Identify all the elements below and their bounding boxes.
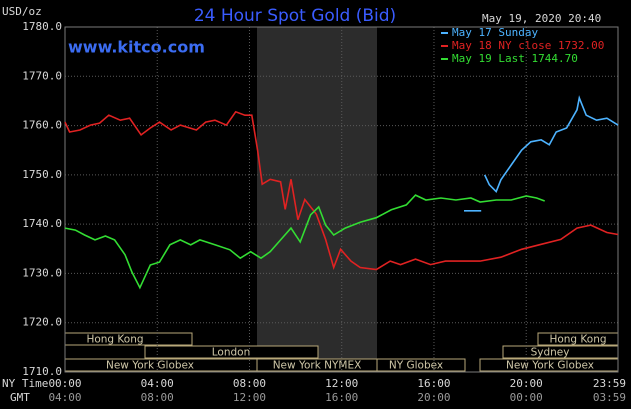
session-label: Hong Kong: [549, 334, 606, 346]
x2-tick-label: 12:00: [233, 391, 266, 404]
y-tick-label: 1780.0: [22, 20, 62, 33]
market-sessions: Hong Kong Hong Kong London Sydney New Yo…: [64, 332, 619, 372]
session-label: New York NYMEX: [273, 360, 362, 372]
x2-tick-label: 20:00: [417, 391, 450, 404]
legend-label: May 18 NY close 1732.00: [452, 39, 604, 52]
legend-label: May 17 Sunday: [452, 26, 538, 39]
plot-frame: [64, 26, 619, 373]
series-line: [64, 194, 545, 290]
session-box: [144, 345, 319, 359]
session-label: Hong Kong: [86, 334, 143, 346]
x2-axis-label: GMT: [10, 391, 30, 404]
x-tick-label: 20:00: [510, 377, 543, 390]
x2-tick-label: 08:00: [141, 391, 174, 404]
x-tick-label: 00:00: [48, 377, 81, 390]
timestamp: May 19, 2020 20:40: [482, 12, 601, 25]
x-tick-label: 12:00: [325, 377, 358, 390]
legend-label: May 19 Last 1744.70: [452, 52, 578, 65]
series-line: [64, 110, 619, 271]
session-label: Sydney: [531, 347, 570, 359]
session-label: New York Globex: [506, 360, 594, 372]
y-tick-label: 1740.0: [22, 217, 62, 230]
y-axis-label: USD/oz: [2, 5, 42, 18]
x-tick-label: 08:00: [233, 377, 266, 390]
y-tick-label: 1710.0: [22, 365, 62, 378]
y-tick-label: 1750.0: [22, 168, 62, 181]
y-tick-label: 1720.0: [22, 316, 62, 329]
session-label: New York Globex: [106, 360, 194, 372]
x-tick-label: 04:00: [141, 377, 174, 390]
session-label: NY Globex: [389, 360, 443, 372]
website: www.kitco.com: [68, 38, 205, 57]
x-tick-label: 16:00: [417, 377, 450, 390]
session-box: [376, 358, 466, 372]
session-label: London: [212, 347, 251, 359]
series-line: [464, 95, 619, 212]
chart-title: 24 Hour Spot Gold (Bid): [194, 6, 396, 26]
x2-tick-label: 03:59: [593, 391, 626, 404]
session-highlight: [257, 27, 377, 372]
y-tick-label: 1770.0: [22, 69, 62, 82]
x2-tick-label: 04:00: [48, 391, 81, 404]
x2-tick-label: 00:00: [510, 391, 543, 404]
y-tick-label: 1730.0: [22, 266, 62, 279]
x2-tick-label: 16:00: [325, 391, 358, 404]
y-tick-label: 1760.0: [22, 119, 62, 132]
x-tick-label: 23:59: [593, 377, 626, 390]
x-axis-label: NY Time: [2, 377, 48, 390]
